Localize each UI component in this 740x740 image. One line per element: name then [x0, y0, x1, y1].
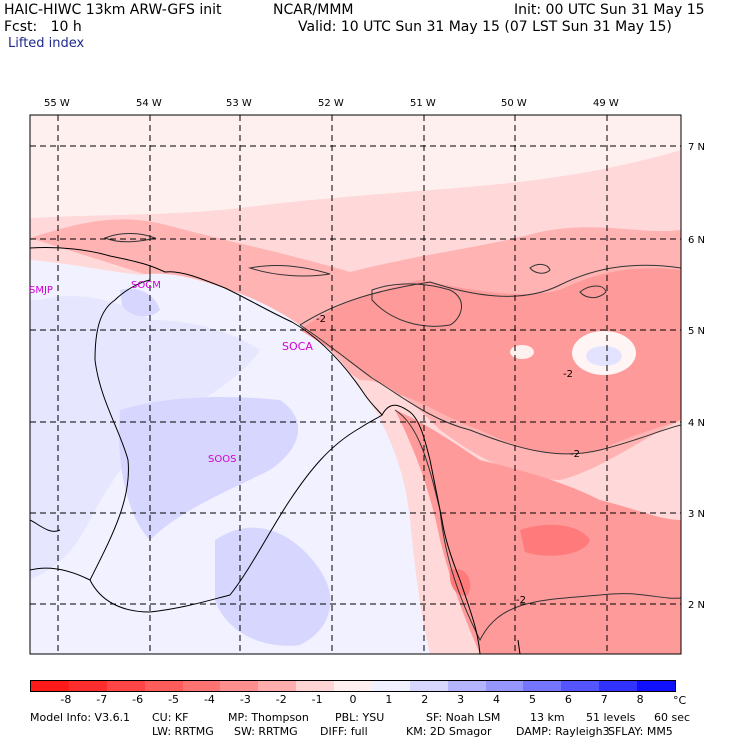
colorbar-tick-label: -5 [168, 693, 180, 706]
unstable-core [300, 268, 681, 454]
footer-item: SF: Noah LSM [426, 711, 501, 724]
lon-label: 52 W [318, 98, 344, 109]
footer-item: PBL: YSU [335, 711, 385, 724]
eddy-small [510, 345, 534, 359]
unstable-spot-1 [520, 524, 590, 556]
lon-label: 53 W [226, 98, 252, 109]
lat-label: 7 N [688, 142, 705, 153]
lat-label: 6 N [688, 235, 705, 246]
colorbar-cell [31, 681, 69, 691]
org-label: NCAR/MMM [273, 2, 354, 18]
footer-item: LW: RRTMG [152, 725, 214, 738]
contour-lines [103, 233, 681, 642]
colorbar-tick-label: -6 [132, 693, 144, 706]
lon-label: 55 W [44, 98, 70, 109]
lifted-index-field [30, 115, 681, 654]
colorbar-tick-label: 4 [493, 693, 501, 706]
map-frame [29, 114, 682, 655]
colorbar-tick-label: -3 [239, 693, 251, 706]
footer-item: 51 levels [586, 711, 636, 724]
contour-label-2: -2 [563, 369, 573, 380]
colorbar [30, 680, 676, 692]
colorbar-tick-label: 7 [600, 693, 608, 706]
colorbar-cell [371, 681, 410, 691]
colorbar-cell [523, 681, 562, 691]
light-band [30, 115, 681, 218]
lat-label: 5 N [688, 326, 705, 337]
footer-item: SW: RRTMG [234, 725, 298, 738]
colorbar-tick-label: -8 [60, 693, 72, 706]
footer-item: DIFF: full [320, 725, 368, 738]
latitude-labels: 7 N 6 N 5 N 4 N 3 N 2 N [688, 142, 705, 611]
colorbar-tick-label: -2 [275, 693, 287, 706]
colorbar-cell [68, 681, 107, 691]
colorbar-cell [409, 681, 448, 691]
colorbar-cell [599, 681, 637, 691]
station-socm: SOCM [131, 280, 161, 291]
footer-item: MP: Thompson [228, 711, 309, 724]
colorbar-tick-label: 2 [421, 693, 429, 706]
longitude-labels: 55 W 54 W 53 W 52 W 51 W 50 W 49 W [44, 98, 619, 109]
colorbar-tick-label: 6 [564, 693, 572, 706]
lat-label: 3 N [688, 509, 705, 520]
colorbar-cell [334, 681, 372, 691]
footer-item: KM: 2D Smagor [406, 725, 492, 738]
colorbar-tick-label: -1 [311, 693, 323, 706]
station-soos: SOOS [208, 454, 236, 465]
colorbar-cell [561, 681, 600, 691]
lon-label: 51 W [410, 98, 436, 109]
footer-item: CU: KF [152, 711, 189, 724]
contour-label-1: -2 [316, 314, 326, 325]
colorbar-tick-label: -4 [203, 693, 215, 706]
colorbar-cell [182, 681, 221, 691]
field-name: Lifted index [8, 36, 85, 51]
footer-item: SFLAY: MM5 [608, 725, 673, 738]
stable-area-2 [215, 527, 331, 646]
colorbar-cell [447, 681, 486, 691]
colorbar-cell [220, 681, 259, 691]
lon-label: 49 W [593, 98, 619, 109]
station-labels: SMJP SOCM SOCA SOOS [29, 280, 313, 465]
colorbar-tick-label: 3 [457, 693, 465, 706]
colorbar-tick-label: 8 [636, 693, 644, 706]
graticule [30, 115, 681, 654]
colorbar-cell [296, 681, 334, 691]
colorbar-cell [106, 681, 145, 691]
station-soca: SOCA [282, 340, 313, 353]
coastlines-borders [30, 246, 521, 654]
lat-label: 4 N [688, 418, 705, 429]
station-smjp: SMJP [29, 285, 53, 296]
unstable-spot-2 [449, 569, 471, 596]
colorbar-tick-label: 1 [385, 693, 393, 706]
colorbar-tick-label: 0 [349, 693, 357, 706]
colorbar-cell [485, 681, 524, 691]
lon-label: 50 W [501, 98, 527, 109]
colorbar-unit: °C [673, 694, 687, 707]
colorbar-cell [637, 681, 675, 691]
footer-item: 60 sec [654, 711, 691, 724]
colorbar-cell [144, 681, 183, 691]
eddy-inner [586, 346, 622, 366]
forecast-hour: Fcst: 10 h [4, 19, 82, 35]
colorbar-tick-label: -7 [96, 693, 108, 706]
footer-item: Model Info: V3.6.1 [30, 711, 131, 724]
lon-label: 54 W [136, 98, 162, 109]
footer-item: DAMP: Rayleigh3 [516, 725, 610, 738]
footer-item: 13 km [530, 711, 565, 724]
model-title: HAIC-HIWC 13km ARW-GFS init [4, 2, 222, 18]
valid-time: Valid: 10 UTC Sun 31 May 15 (07 LST Sun … [298, 19, 672, 35]
init-time: Init: 00 UTC Sun 31 May 15 [514, 2, 705, 18]
lat-label: 2 N [688, 600, 705, 611]
stable-area-1 [119, 397, 299, 540]
colorbar-tick-label: 5 [528, 693, 536, 706]
colorbar-cell [258, 681, 297, 691]
contour-label-3: -2 [570, 449, 580, 460]
contour-value-labels: -2 -2 -2 -2 [316, 314, 580, 606]
contour-label-4: -2 [516, 595, 526, 606]
